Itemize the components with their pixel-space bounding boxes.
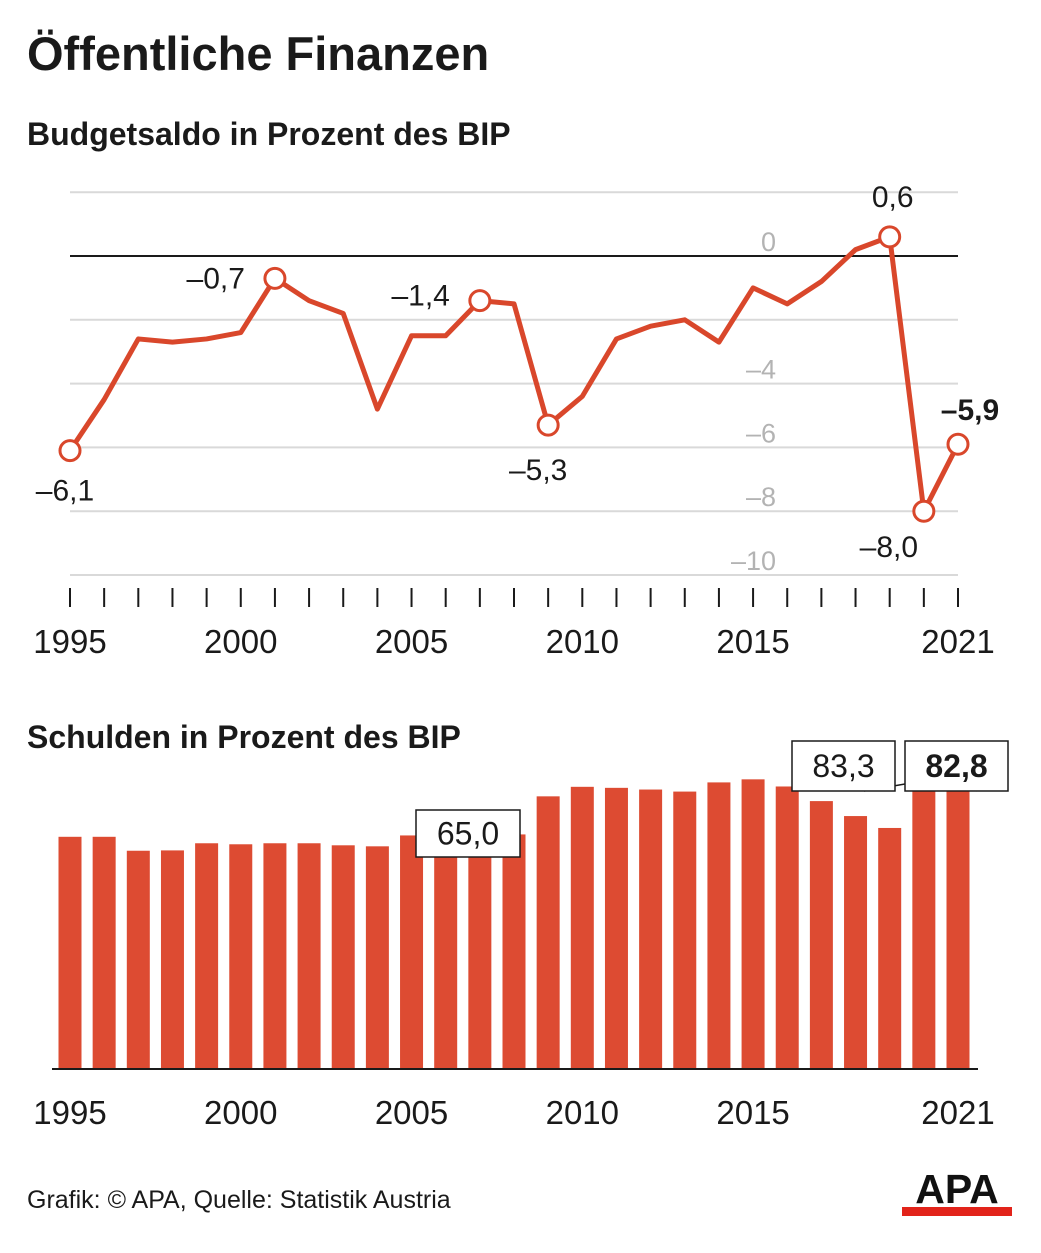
debt-bar bbox=[365, 846, 389, 1068]
x-tick-label: 2005 bbox=[375, 1094, 448, 1131]
x-tick-label: 2015 bbox=[716, 623, 789, 660]
debt-bar bbox=[878, 827, 902, 1068]
x-tick-label: 2021 bbox=[921, 623, 994, 660]
debt-bar bbox=[502, 834, 526, 1068]
debt-bar bbox=[775, 786, 799, 1068]
callout-box bbox=[904, 740, 1009, 792]
budget-data-label: –5,9 bbox=[941, 394, 999, 427]
x-tick-label: 1995 bbox=[33, 623, 106, 660]
budget-data-label: –0,7 bbox=[187, 262, 245, 295]
apa-logo-text: APA bbox=[915, 1168, 999, 1212]
callout-box bbox=[415, 809, 521, 858]
budget-data-label: –6,1 bbox=[36, 475, 94, 508]
debt-bar bbox=[229, 844, 253, 1068]
debt-bar bbox=[160, 850, 184, 1068]
budget-data-label: –1,4 bbox=[391, 280, 449, 313]
budget-point-marker bbox=[878, 225, 902, 249]
debt-bar bbox=[297, 843, 321, 1068]
budget-data-label: 0,6 bbox=[872, 181, 914, 214]
x-tick-label: 2010 bbox=[546, 1094, 619, 1131]
y-tick-label: –8 bbox=[746, 482, 776, 512]
budget-point-marker bbox=[912, 499, 936, 523]
budget-point-marker bbox=[946, 432, 970, 456]
debt-bar bbox=[673, 791, 697, 1068]
debt-bar bbox=[741, 779, 765, 1068]
debt-bar bbox=[809, 801, 833, 1068]
debt-bar bbox=[400, 835, 424, 1068]
debt-callout-label: 83,3 bbox=[812, 748, 874, 784]
apa-logo: APA bbox=[902, 1168, 1012, 1216]
budget-point-marker bbox=[58, 439, 82, 463]
budget-chart-title: Budgetsaldo in Prozent des BIP bbox=[27, 116, 511, 152]
debt-bar bbox=[844, 816, 868, 1068]
debt-callout-label: 65,0 bbox=[437, 816, 499, 852]
debt-bar bbox=[536, 796, 560, 1068]
debt-bar bbox=[263, 843, 287, 1068]
debt-bar bbox=[92, 836, 116, 1068]
x-tick-label: 2000 bbox=[204, 1094, 277, 1131]
budget-data-label: –8,0 bbox=[860, 531, 918, 564]
debt-bar bbox=[331, 845, 355, 1068]
debt-bar bbox=[707, 782, 731, 1068]
y-tick-label: –4 bbox=[746, 355, 776, 385]
budget-point-marker bbox=[263, 266, 287, 290]
callout-box bbox=[791, 740, 896, 792]
y-tick-label: –6 bbox=[746, 418, 776, 448]
debt-bar bbox=[195, 843, 219, 1068]
budget-series-line bbox=[67, 234, 961, 514]
debt-bar bbox=[639, 789, 663, 1068]
x-tick-label: 2010 bbox=[546, 623, 619, 660]
apa-logo-stripe bbox=[902, 1207, 1012, 1216]
budget-point-marker bbox=[468, 289, 492, 313]
debt-bar bbox=[912, 784, 936, 1068]
debt-bar bbox=[126, 850, 150, 1068]
debt-bar bbox=[946, 786, 970, 1068]
debt-callout-label: 82,8 bbox=[925, 748, 987, 784]
x-tick-label: 1995 bbox=[33, 1094, 106, 1131]
x-tick-label: 2021 bbox=[921, 1094, 994, 1131]
x-tick-label: 2005 bbox=[375, 623, 448, 660]
source-credit: Grafik: © APA, Quelle: Statistik Austria bbox=[27, 1186, 451, 1214]
debt-bar bbox=[434, 839, 458, 1068]
budget-point-marker bbox=[536, 413, 560, 437]
debt-bar bbox=[58, 836, 82, 1068]
budget-data-label: –5,3 bbox=[509, 454, 567, 487]
debt-bar bbox=[468, 847, 492, 1068]
debt-bar bbox=[570, 786, 594, 1068]
x-tick-label: 2000 bbox=[204, 623, 277, 660]
debt-chart-title: Schulden in Prozent des BIP bbox=[27, 719, 461, 755]
y-tick-label: –10 bbox=[731, 546, 776, 576]
x-tick-label: 2015 bbox=[716, 1094, 789, 1131]
page-title: Öffentliche Finanzen bbox=[27, 27, 490, 80]
y-tick-label: 0 bbox=[761, 227, 776, 257]
debt-bar bbox=[604, 787, 628, 1068]
